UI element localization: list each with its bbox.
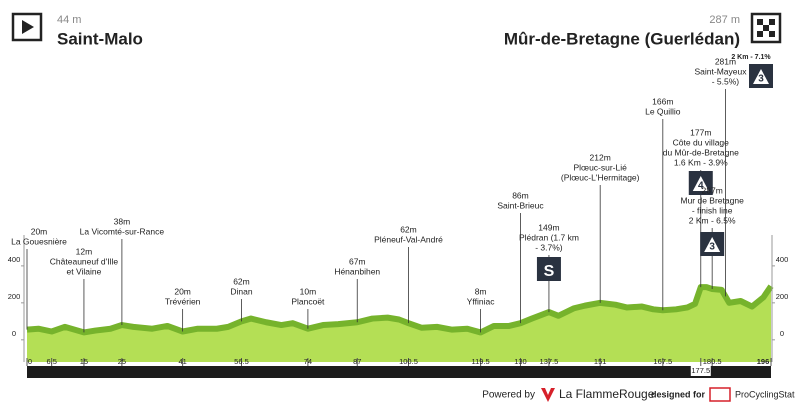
x-tick-label: 6.5 (46, 357, 56, 366)
x-tick-label: 25 (118, 357, 126, 366)
x-tick-label: 167.5 (653, 357, 672, 366)
y-tick-label: 400 (8, 255, 21, 264)
x-tick-label: 87 (353, 357, 361, 366)
waypoint-name: - 3.7%) (535, 242, 563, 252)
y-tick-label-right: 200 (776, 292, 789, 301)
waypoint-name: Mur de Bretagne (680, 195, 744, 205)
waypoint-name: Saint-Brieuc (497, 200, 544, 210)
waypoint-name: Châteauneuf d'Ille (50, 256, 119, 266)
waypoint-name: 1.6 Km - 3.9% (674, 157, 728, 167)
footer-designed: designed for (651, 389, 706, 399)
x-tick-label: 0 (28, 357, 32, 366)
waypoint-name: - 5.5%) (712, 76, 740, 86)
waypoint-altitude: 10m (300, 286, 317, 296)
x-tick-label: 41 (178, 357, 186, 366)
waypoint-altitude: 166m (652, 96, 673, 106)
waypoint-name: 2 Km - 6.5% (689, 215, 736, 225)
x-tick-label-bg (690, 366, 711, 376)
start-icon (11, 12, 43, 42)
x-tick-label: 137.5 (540, 357, 559, 366)
waypoint-name: Le Quillio (645, 106, 681, 116)
x-tick-label: 74 (304, 357, 312, 366)
start-altitude: 44 m (57, 14, 81, 26)
climb-icon (536, 257, 561, 281)
x-tick-label: 15 (80, 357, 88, 366)
waypoint-name: Yffiniac (467, 296, 495, 306)
climb-category: 4 (698, 181, 704, 192)
distance-bar (27, 366, 771, 378)
climb-icon-peak (753, 69, 769, 84)
start-icon-arrow (22, 20, 34, 34)
waypoint-name: Hénanbihen (334, 266, 380, 276)
x-tick-label: 180.5 (703, 357, 722, 366)
waypoint-name: La Gouesnière (11, 236, 67, 246)
x-tick-label: 100.5 (399, 357, 418, 366)
waypoint-altitude: 20m (31, 226, 48, 236)
waypoint-altitude: 287m (702, 185, 723, 195)
climb-category: S (544, 263, 555, 280)
y-tick-label-right: 0 (780, 329, 784, 338)
flamme-logo (541, 388, 555, 402)
finish-altitude: 287 m (709, 14, 740, 26)
waypoint-name: du Mûr-de-Bretagne (663, 147, 739, 157)
waypoint-name: Trévérien (165, 296, 201, 306)
y-tick-label: 200 (8, 292, 21, 301)
waypoint-name: - finish line (692, 205, 733, 215)
waypoint-altitude: 20m (174, 286, 191, 296)
footer-powered: Powered by (482, 390, 535, 401)
waypoint-altitude: 38m (114, 216, 131, 226)
waypoint-altitude: 62m (233, 276, 250, 286)
waypoint-altitude: 212m (590, 152, 611, 162)
climb-info: 2 Km - 7.1% (731, 54, 771, 61)
x-tick-label: 130 (514, 357, 527, 366)
waypoint-altitude: 149m (538, 222, 559, 232)
waypoint-name: Plédran (1.7 km (519, 232, 579, 242)
x-tick-label: 177.5 (691, 366, 710, 375)
waypoint-altitude: 12m (76, 246, 93, 256)
waypoint-altitude: 8m (475, 286, 487, 296)
waypoint-name: Dinan (230, 286, 252, 296)
waypoint-altitude: 67m (349, 256, 366, 266)
waypoint-name: Plancoët (291, 296, 325, 306)
y-tick-label-right: 400 (776, 255, 789, 264)
finish-flag (750, 12, 782, 44)
elevation-line (26, 284, 774, 336)
waypoint-name: La Vicomté-sur-Rance (80, 226, 165, 236)
climb-icon-peak (692, 176, 709, 191)
waypoint-name: (Plœuc-L'Hermitage) (561, 172, 640, 182)
x-tick-label: 56.5 (234, 357, 249, 366)
climb-category: 3 (758, 74, 764, 85)
waypoint-name: Côte du village (673, 137, 730, 147)
waypoint-name: et Vilaine (67, 266, 102, 276)
footer-site: ProCyclingStats (735, 389, 795, 399)
waypoint-name: Saint-Mayeux (1 (695, 66, 757, 76)
waypoint-altitude: 177m (690, 127, 711, 137)
x-tick-label: 119.5 (472, 357, 490, 366)
elevation-area (27, 286, 771, 362)
finish-name: Mûr-de-Bretagne (Guerlédan) (504, 29, 740, 48)
waypoint-name: Plœuc-sur-Lié (573, 162, 627, 172)
footer-brand: La FlammeRouge (559, 387, 655, 401)
waypoint-altitude: 86m (512, 190, 529, 200)
waypoint-name: Pléneuf-Val-André (374, 234, 443, 244)
x-tick-label: 196 (757, 357, 770, 366)
x-tick-label: 151 (594, 357, 607, 366)
y-tick-label: 0 (12, 329, 16, 338)
pcs-logo (709, 387, 731, 402)
start-name: Saint-Malo (57, 29, 143, 48)
waypoint-altitude: 62m (400, 224, 417, 234)
waypoint-altitude: 281m (715, 56, 736, 66)
climb-icon-peak (704, 237, 721, 252)
climb-category: 3 (709, 242, 715, 253)
